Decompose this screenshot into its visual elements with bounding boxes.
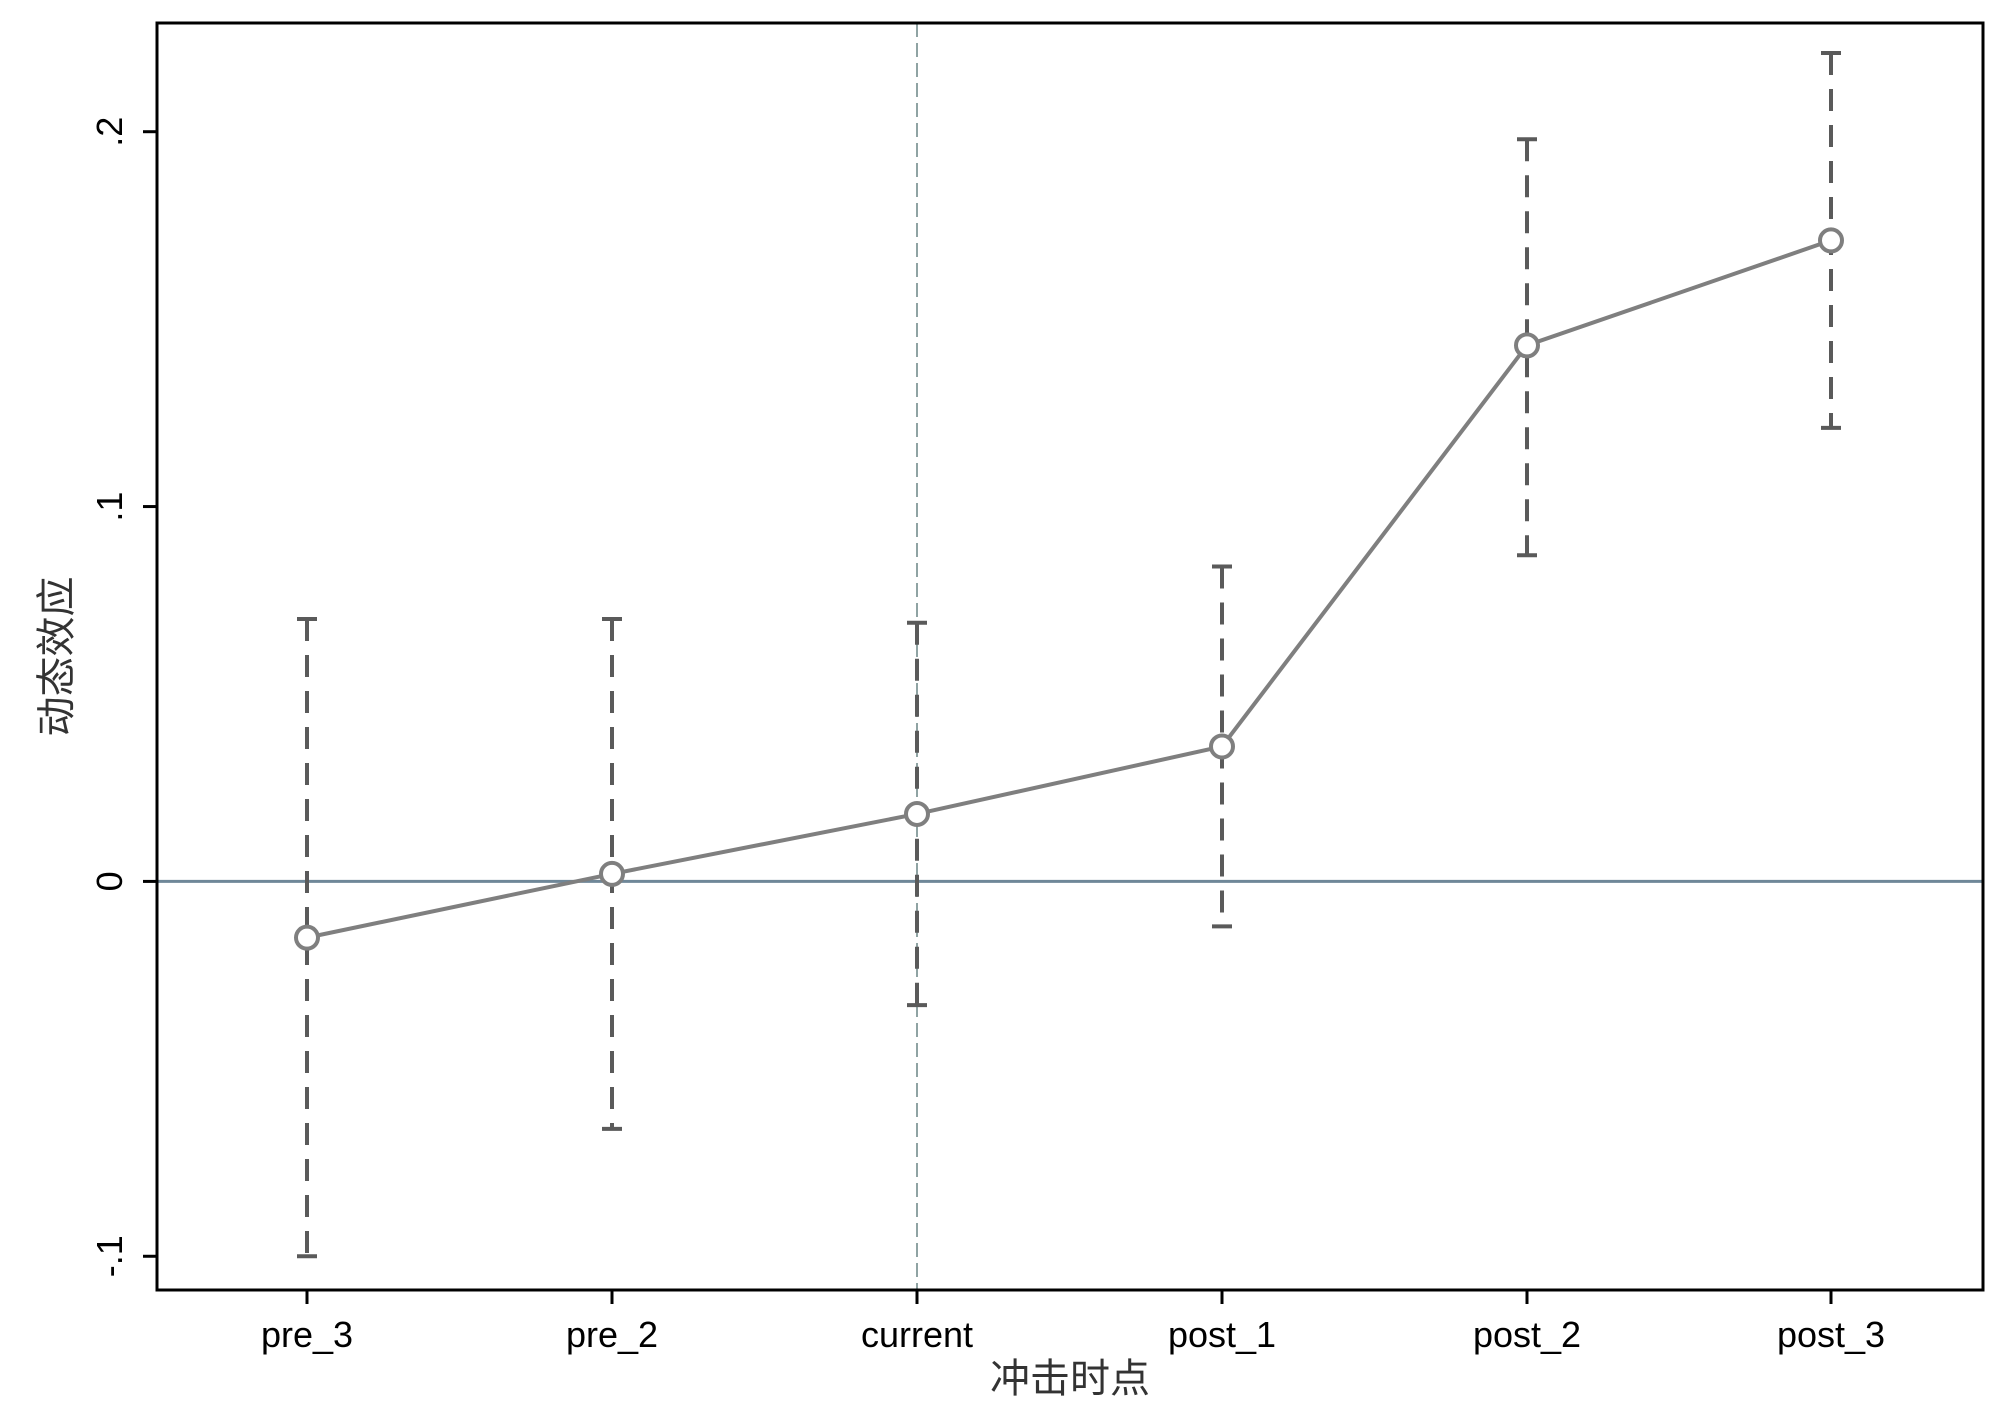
series-points-layer (294, 227, 1844, 951)
confidence-intervals-layer (297, 50, 1841, 1259)
data-point-pre_2 (599, 860, 625, 887)
x-tick-label-pre_2: pre_2 (566, 1314, 658, 1355)
data-point-pre_3 (294, 924, 320, 951)
y-tick-label-3: .2 (89, 117, 130, 147)
x-tick-label-post_3: post_3 (1777, 1314, 1885, 1355)
x-tick-label-pre_3: pre_3 (261, 1314, 353, 1355)
y-tick-label-0: -.1 (89, 1235, 130, 1277)
y-tick-label-2: .1 (89, 492, 130, 522)
y-axis-title: 动态效应 (34, 577, 80, 737)
series-line (306, 238, 1832, 940)
plot-frame (155, 21, 1985, 1292)
data-point-post_2 (1514, 332, 1540, 359)
data-point-post_3 (1818, 227, 1844, 254)
data-point-post_1 (1209, 733, 1235, 760)
x-tick-label-post_2: post_2 (1473, 1314, 1581, 1355)
data-point-current (904, 800, 930, 827)
series-line-layer (306, 238, 1832, 940)
labels-layer: pre_3 pre_2 current post_1 post_2 post_3 -.1 0.… (34, 117, 1885, 1402)
axes-layer (143, 21, 1985, 1304)
reference-lines-layer (157, 23, 1983, 1290)
x-tick-label-current: current (861, 1314, 973, 1355)
x-axis-title: 冲击时点 (990, 1356, 1150, 1402)
x-tick-label-post_1: post_1 (1168, 1314, 1276, 1355)
y-tick-label-1: 0 (89, 871, 130, 891)
